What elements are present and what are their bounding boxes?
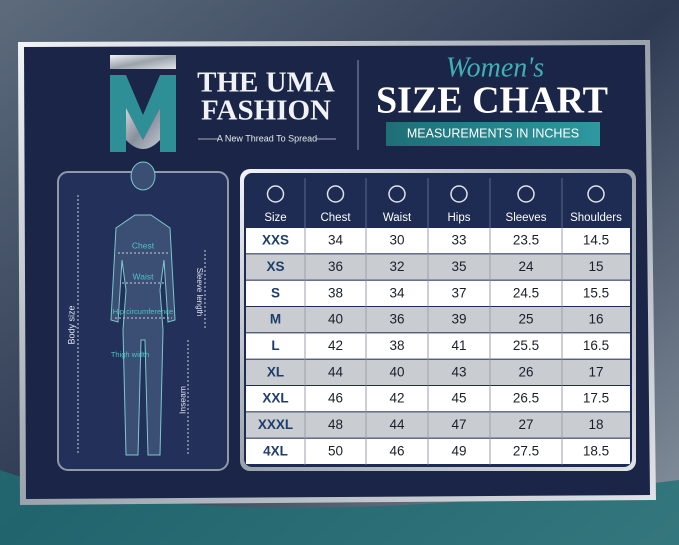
column-header: Size bbox=[264, 212, 286, 224]
cell: 34 bbox=[328, 233, 344, 248]
measure-lines bbox=[77, 195, 206, 455]
table-row bbox=[246, 307, 630, 333]
cell: 15 bbox=[588, 259, 603, 274]
column-header: Sleeves bbox=[506, 212, 547, 224]
cell: 30 bbox=[389, 233, 404, 248]
brand-line: THE UMA bbox=[197, 67, 335, 99]
subtitle-ribbon bbox=[386, 122, 600, 146]
cell: 46 bbox=[389, 443, 404, 458]
column-icon bbox=[388, 185, 406, 203]
cell: 16 bbox=[588, 312, 603, 327]
cell: 25.5 bbox=[513, 338, 539, 353]
body-silhouette bbox=[110, 161, 176, 456]
cell: 43 bbox=[451, 364, 466, 379]
cell: 17 bbox=[588, 364, 603, 379]
size-cell: XXL bbox=[262, 391, 288, 406]
figure-label: Thigh width bbox=[111, 350, 149, 359]
cell: 38 bbox=[328, 285, 343, 300]
cell: 25 bbox=[518, 312, 533, 327]
table-row bbox=[246, 386, 630, 412]
column-header: Chest bbox=[320, 212, 351, 224]
cell: 34 bbox=[389, 285, 405, 300]
table-row bbox=[246, 228, 630, 254]
brand-line: FASHION bbox=[201, 95, 331, 127]
cell: 17.5 bbox=[583, 391, 609, 406]
figure-label: Body size bbox=[66, 305, 76, 344]
logo bbox=[110, 55, 176, 152]
cell: 18.5 bbox=[583, 443, 609, 458]
cell: 47 bbox=[451, 417, 466, 432]
figure-label: Hip circumference bbox=[113, 307, 173, 316]
column-header: Shoulders bbox=[570, 212, 622, 224]
size-cell: 4XL bbox=[263, 443, 288, 458]
teal-drape bbox=[0, 470, 679, 545]
cell: 14.5 bbox=[583, 233, 609, 248]
figure-label: Sleeve length bbox=[195, 268, 204, 316]
cell: 40 bbox=[328, 312, 343, 327]
table-row bbox=[246, 280, 630, 306]
size-cell: XXS bbox=[262, 233, 289, 248]
figure-label: Inseam bbox=[177, 386, 187, 414]
table-row bbox=[246, 438, 630, 464]
cell: 36 bbox=[328, 259, 343, 274]
column-header: Waist bbox=[383, 212, 412, 224]
cell: 33 bbox=[451, 233, 466, 248]
column-icon bbox=[326, 185, 345, 203]
cell: 44 bbox=[389, 417, 405, 432]
column-icon bbox=[266, 185, 285, 203]
cell: 45 bbox=[451, 391, 466, 406]
cell: 36 bbox=[389, 312, 404, 327]
cell: 38 bbox=[389, 338, 404, 353]
column-icon bbox=[587, 185, 605, 203]
cell: 50 bbox=[328, 443, 343, 458]
cell: 35 bbox=[451, 259, 466, 274]
column-icon bbox=[517, 185, 535, 203]
cell: 32 bbox=[389, 259, 404, 274]
cell: 26.5 bbox=[513, 391, 539, 406]
cell: 49 bbox=[451, 443, 466, 458]
subtitle: MEASUREMENTS IN INCHES bbox=[407, 126, 579, 140]
size-cell: XS bbox=[266, 259, 284, 274]
cell: 27 bbox=[518, 417, 533, 432]
cell: 46 bbox=[328, 391, 343, 406]
cell: 40 bbox=[389, 364, 404, 379]
title: SIZE CHART bbox=[376, 80, 608, 122]
size-cell: M bbox=[270, 312, 281, 327]
size-cell: L bbox=[271, 338, 279, 353]
table-row bbox=[246, 359, 630, 385]
cell: 16.5 bbox=[583, 338, 609, 353]
column-icon bbox=[450, 185, 468, 203]
table-row bbox=[246, 254, 630, 280]
cell: 18 bbox=[588, 417, 603, 432]
cell: 39 bbox=[451, 312, 466, 327]
column-header: Hips bbox=[447, 212, 470, 224]
cell: 26 bbox=[518, 364, 533, 379]
tagline: A New Thread To Spread bbox=[217, 133, 317, 143]
figure-label: Waist bbox=[133, 271, 155, 281]
cell: 48 bbox=[328, 417, 343, 432]
cell: 37 bbox=[451, 285, 466, 300]
table-row bbox=[246, 333, 630, 359]
cell: 44 bbox=[328, 364, 344, 379]
cell: 42 bbox=[389, 391, 404, 406]
cell: 24 bbox=[518, 259, 534, 274]
size-cell: S bbox=[271, 285, 280, 300]
cell: 23.5 bbox=[513, 233, 539, 248]
table-row bbox=[246, 412, 630, 438]
cell: 42 bbox=[328, 338, 343, 353]
script-title: Women's bbox=[446, 52, 544, 83]
size-cell: XXXL bbox=[258, 417, 293, 432]
size-cell: XL bbox=[267, 364, 284, 379]
cell: 41 bbox=[451, 338, 466, 353]
cell: 27.5 bbox=[513, 443, 539, 458]
cell: 24.5 bbox=[513, 285, 539, 300]
cell: 15.5 bbox=[583, 285, 609, 300]
figure-label: Chest bbox=[132, 240, 155, 250]
